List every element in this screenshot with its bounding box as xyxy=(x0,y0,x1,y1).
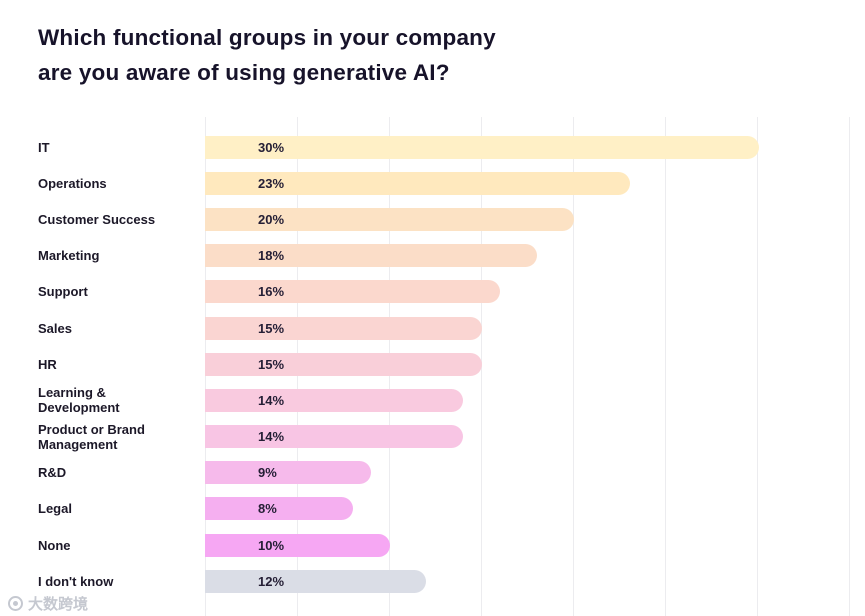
chart-row: Operations 23% xyxy=(38,165,855,201)
bar: 9% xyxy=(205,461,372,485)
category-label: None xyxy=(38,537,71,553)
category-label: Marketing xyxy=(38,248,100,264)
bar-area: 12% xyxy=(205,569,851,593)
bar: 14% xyxy=(205,388,464,412)
bar-area: 23% xyxy=(205,171,851,195)
value-label: 8% xyxy=(258,501,277,517)
watermark-logo-icon xyxy=(8,596,23,611)
value-label: 23% xyxy=(258,175,285,191)
plot-area: IT 30% Operations 23% Customer Success xyxy=(38,117,855,616)
bar: 15% xyxy=(205,352,482,376)
category-label: Sales xyxy=(38,320,72,336)
chart-row: HR 15% xyxy=(38,346,855,382)
bar-area: 9% xyxy=(205,461,851,485)
value-label: 16% xyxy=(258,284,285,300)
bar-area: 14% xyxy=(205,425,851,449)
value-label: 12% xyxy=(258,573,285,589)
chart-row: I don't know 12% xyxy=(38,563,855,599)
bar-area: 15% xyxy=(205,352,851,376)
bar: 30% xyxy=(205,135,759,159)
chart-row: Support 16% xyxy=(38,274,855,310)
chart-title: Which functional groups in your company a… xyxy=(38,20,496,90)
bar-area: 18% xyxy=(205,244,851,268)
value-label: 20% xyxy=(258,211,285,227)
value-label: 10% xyxy=(258,537,285,553)
category-label: I don't know xyxy=(38,573,114,589)
category-label: HR xyxy=(38,356,57,372)
value-label: 15% xyxy=(258,320,285,336)
bar: 12% xyxy=(205,569,427,593)
category-label: Product or Brand Management xyxy=(38,421,145,452)
bar: 20% xyxy=(205,207,575,231)
chart-row: Product or Brand Management 14% xyxy=(38,419,855,455)
category-label: Customer Success xyxy=(38,211,156,227)
value-label: 14% xyxy=(258,392,285,408)
chart-row: Legal 8% xyxy=(38,491,855,527)
category-label: Learning & Development xyxy=(38,385,120,416)
chart-row: IT 30% xyxy=(38,129,855,165)
watermark-text: 大数跨境 xyxy=(28,596,89,613)
bar-area: 15% xyxy=(205,316,851,340)
chart-title-line1: Which functional groups in your company xyxy=(38,25,496,50)
chart-row: R&D 9% xyxy=(38,455,855,491)
chart-row: Sales 15% xyxy=(38,310,855,346)
bar: 14% xyxy=(205,425,464,449)
chart-title-line2: are you aware of using generative AI? xyxy=(38,60,450,85)
bar: 23% xyxy=(205,171,630,195)
bar: 10% xyxy=(205,533,390,557)
value-label: 30% xyxy=(258,139,285,155)
category-label: Legal xyxy=(38,501,72,517)
value-label: 18% xyxy=(258,248,285,264)
watermark: 大数跨境 xyxy=(8,593,88,614)
bar-area: 14% xyxy=(205,388,851,412)
chart-row: Marketing 18% xyxy=(38,238,855,274)
value-label: 9% xyxy=(258,465,277,481)
bar-area: 20% xyxy=(205,207,851,231)
bar-area: 30% xyxy=(205,135,851,159)
bar: 16% xyxy=(205,280,501,304)
chart-row: Learning & Development 14% xyxy=(38,382,855,418)
category-label: R&D xyxy=(38,465,67,481)
bar-rows: IT 30% Operations 23% Customer Success xyxy=(38,129,855,599)
bar-area: 8% xyxy=(205,497,851,521)
bar: 15% xyxy=(205,316,482,340)
bar-area: 16% xyxy=(205,280,851,304)
chart-row: Customer Success 20% xyxy=(38,201,855,237)
category-label: Operations xyxy=(38,175,107,191)
bar-area: 10% xyxy=(205,533,851,557)
value-label: 14% xyxy=(258,429,285,445)
category-label: Support xyxy=(38,284,88,300)
category-label: IT xyxy=(38,139,50,155)
bar: 8% xyxy=(205,497,353,521)
bar: 18% xyxy=(205,244,538,268)
chart-row: None 10% xyxy=(38,527,855,563)
value-label: 15% xyxy=(258,356,285,372)
